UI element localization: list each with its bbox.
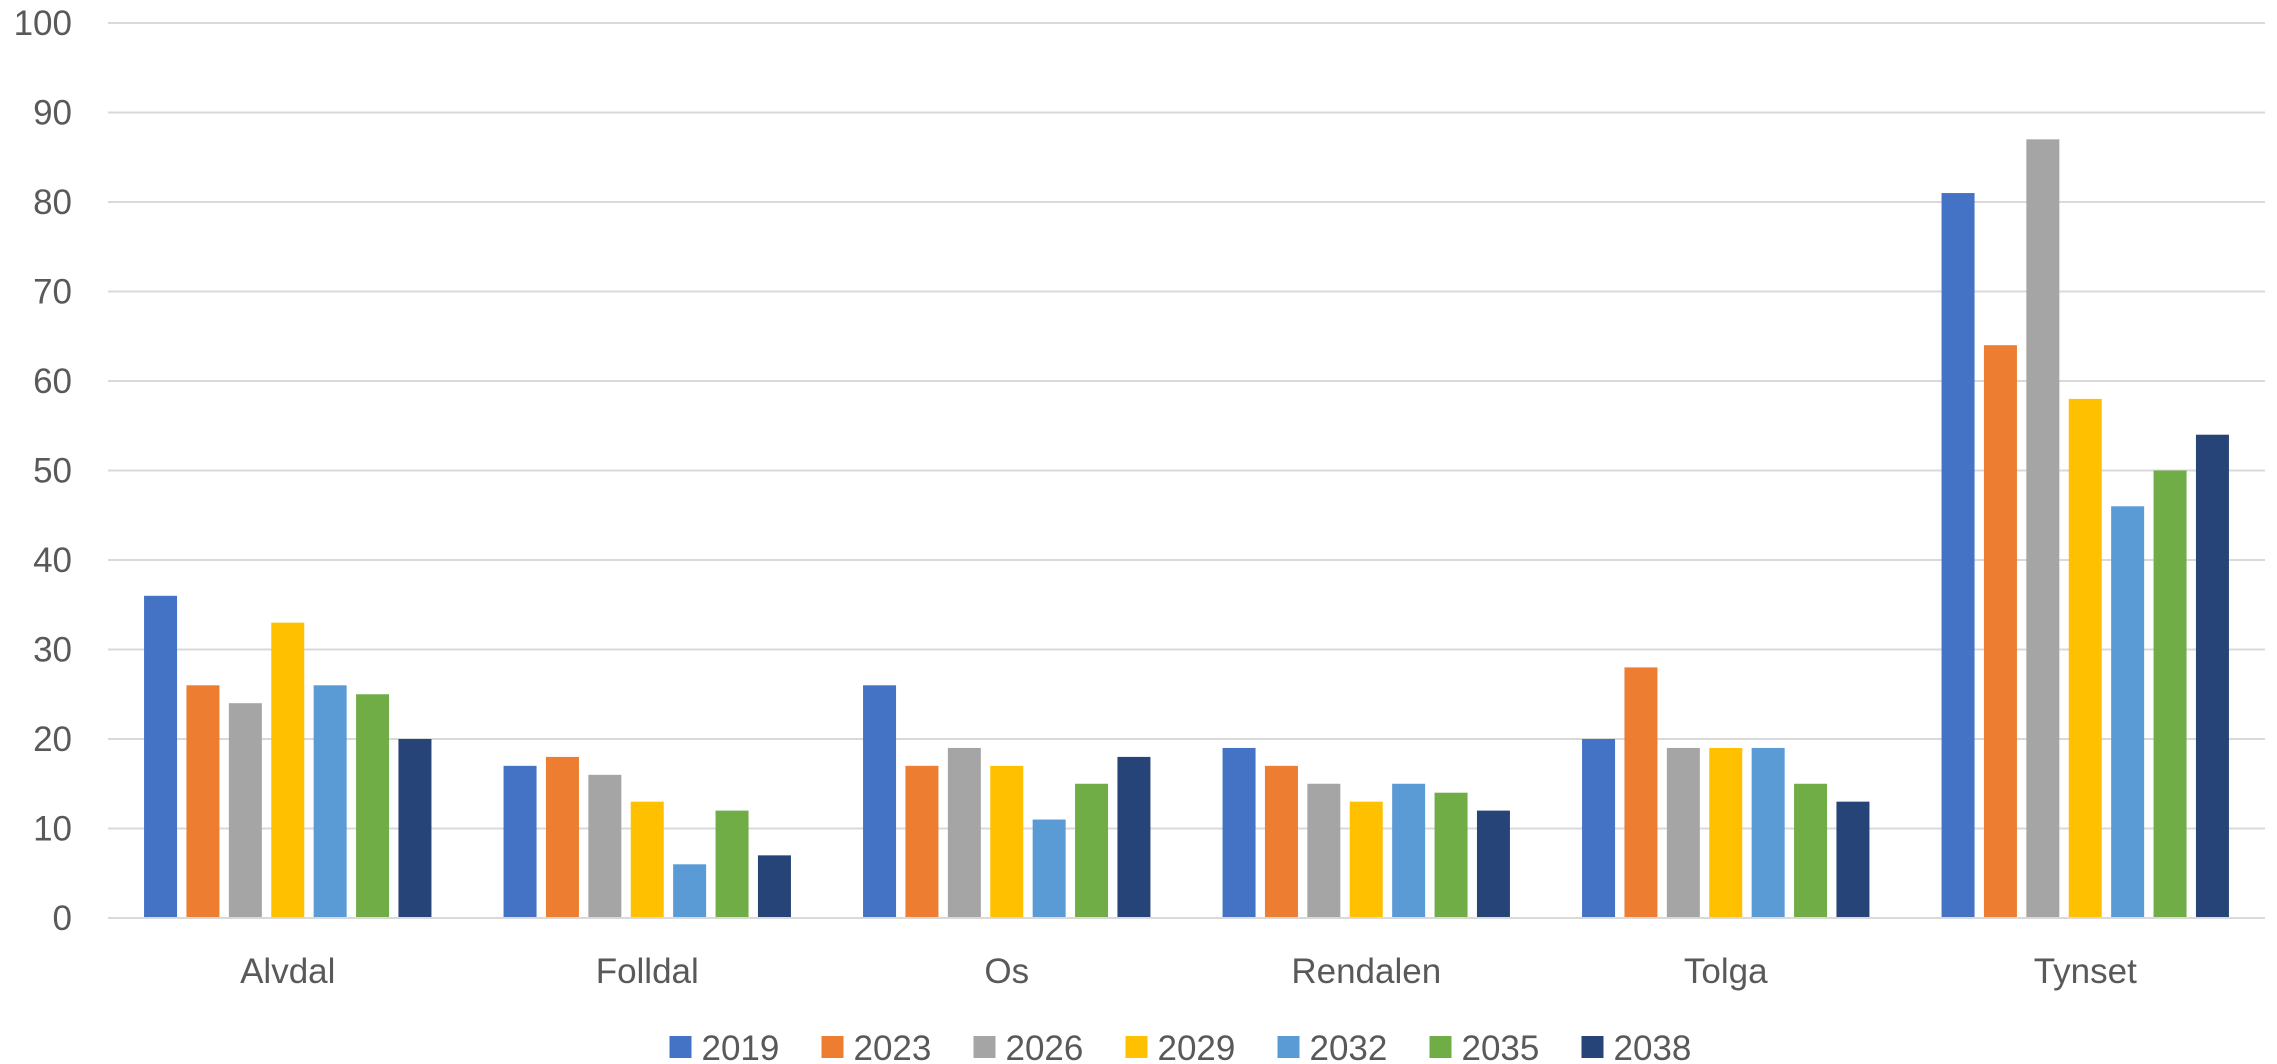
bar-2032-tolga [1751,747,1785,918]
legend-swatch [821,1036,844,1058]
legend: 2019 2023 2026 2029 2032 2035 2038 [669,1029,1692,1064]
legend-swatch [1581,1036,1604,1058]
legend-label: 2032 [1310,1029,1388,1064]
bar-2038-tolga [1836,801,1870,918]
bar-2026-tolga [1666,747,1700,918]
bar-2023-tynset [1983,345,2017,918]
bar-2023-os [905,765,939,918]
bar-2019-folldal [503,765,537,918]
bar-2032-os [1032,819,1066,918]
x-axis-tick-labels: Alvdal Folldal Os Rendalen Tolga Tynset [240,952,2137,991]
x-tick-label: Tolga [1684,952,1768,991]
bar-2026-os [947,747,981,918]
bar-2023-alvdal [186,685,220,918]
bar-2026-tynset [2026,139,2060,919]
bar-2029-tynset [2068,398,2102,918]
bar-2035-folldal [715,810,749,918]
bar-2019-tolga [1582,739,1616,918]
bar-2032-rendalen [1392,783,1426,918]
y-tick-label: 100 [14,4,72,43]
bar-2035-os [1075,783,1109,918]
bar-2019-tynset [1941,193,1975,919]
legend-item: 2026 [973,1029,1084,1064]
bar-2029-tolga [1709,747,1743,918]
bar-2032-alvdal [313,685,347,918]
legend-swatch [669,1036,692,1058]
legend-item: 2023 [821,1029,932,1064]
legend-label: 2035 [1462,1029,1540,1064]
legend-label: 2019 [702,1029,780,1064]
bar-2038-tynset [2195,434,2229,918]
y-tick-label: 30 [33,631,72,670]
x-tick-label: Alvdal [240,952,335,991]
y-tick-label: 20 [33,720,72,759]
bar-2023-tolga [1624,667,1658,918]
legend-label: 2029 [1158,1029,1236,1064]
bar-2029-alvdal [271,622,305,918]
y-tick-label: 50 [33,452,72,491]
legend-label: 2038 [1614,1029,1692,1064]
bars [144,139,2229,919]
x-tick-label: Folldal [596,952,699,991]
bar-2029-rendalen [1349,801,1383,918]
x-tick-label: Tynset [2034,952,2137,991]
legend-label: 2023 [854,1029,932,1064]
y-tick-label: 80 [33,183,72,222]
bar-2029-os [990,765,1024,918]
bar-2032-folldal [673,864,707,918]
bar-2032-tynset [2111,506,2145,918]
legend-swatch [1277,1036,1300,1058]
y-axis-tick-labels: 0 10 20 30 40 50 60 70 80 90 100 [14,4,72,938]
legend-item: 2035 [1429,1029,1540,1064]
bar-2035-tolga [1794,783,1828,918]
y-tick-label: 70 [33,273,72,312]
bar-2035-alvdal [356,694,390,918]
bar-2026-rendalen [1307,783,1341,918]
gridlines [108,22,2265,830]
legend-item: 2029 [1125,1029,1236,1064]
legend-swatch [973,1036,996,1058]
bar-2035-rendalen [1434,792,1468,918]
y-tick-label: 90 [33,94,72,133]
legend-item: 2038 [1581,1029,1692,1064]
legend-swatch [1429,1036,1452,1058]
legend-swatch [1125,1036,1148,1058]
bar-2019-alvdal [144,595,178,918]
legend-label: 2026 [1006,1029,1084,1064]
bar-2026-folldal [588,774,622,918]
y-tick-label: 10 [33,810,72,849]
bar-2019-rendalen [1222,747,1256,918]
bar-2019-os [863,685,897,918]
legend-item: 2019 [669,1029,780,1064]
bar-2029-folldal [630,801,664,918]
bar-2023-rendalen [1264,765,1298,918]
y-tick-label: 0 [53,899,72,938]
x-tick-label: Os [984,952,1029,991]
bar-2038-rendalen [1476,810,1510,918]
bar-2038-os [1117,756,1151,918]
x-tick-label: Rendalen [1291,952,1441,991]
bar-2038-alvdal [398,739,432,918]
bar-2035-tynset [2153,470,2187,918]
bar-2023-folldal [545,756,579,918]
bar-2038-folldal [757,855,791,918]
y-tick-label: 40 [33,541,72,580]
y-tick-label: 60 [33,362,72,401]
bar-2026-alvdal [228,703,262,918]
legend-item: 2032 [1277,1029,1388,1064]
